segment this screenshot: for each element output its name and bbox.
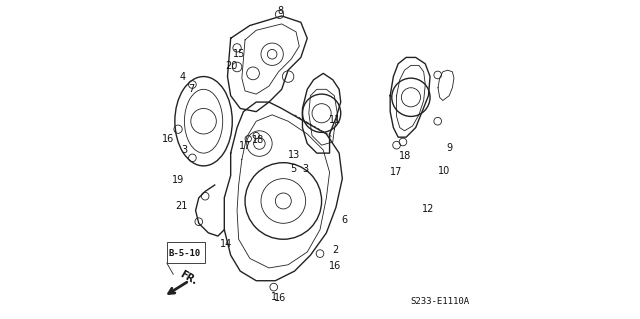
Text: 12: 12: [422, 204, 435, 214]
Text: 20: 20: [225, 61, 237, 71]
Text: 15: 15: [234, 48, 246, 59]
Text: 18: 18: [399, 151, 412, 161]
Text: 17: 17: [239, 141, 252, 151]
Bar: [167, 242, 205, 263]
Text: 8: 8: [277, 6, 283, 16]
Text: 19: 19: [172, 175, 184, 185]
Text: B-5-10: B-5-10: [168, 249, 201, 258]
Text: 16: 16: [329, 261, 341, 271]
Text: FR.: FR.: [178, 270, 198, 287]
Text: 10: 10: [438, 166, 450, 176]
Text: 21: 21: [175, 201, 188, 211]
Text: 16: 16: [163, 134, 175, 144]
Text: 2: 2: [332, 245, 339, 256]
Text: 5: 5: [290, 164, 296, 174]
Text: 3: 3: [303, 164, 308, 174]
Text: 3: 3: [181, 145, 188, 155]
Text: 9: 9: [446, 143, 452, 153]
Text: 13: 13: [288, 150, 300, 160]
Text: 1: 1: [271, 292, 277, 302]
Text: 17: 17: [390, 167, 402, 177]
Text: 4: 4: [179, 71, 185, 82]
Text: 11: 11: [329, 115, 341, 125]
Text: 16: 16: [274, 293, 286, 303]
Text: S233-E1110A: S233-E1110A: [411, 297, 470, 306]
Text: 6: 6: [342, 215, 348, 225]
Text: 18: 18: [252, 135, 264, 145]
Text: 7: 7: [189, 84, 195, 94]
Text: 14: 14: [220, 239, 232, 249]
